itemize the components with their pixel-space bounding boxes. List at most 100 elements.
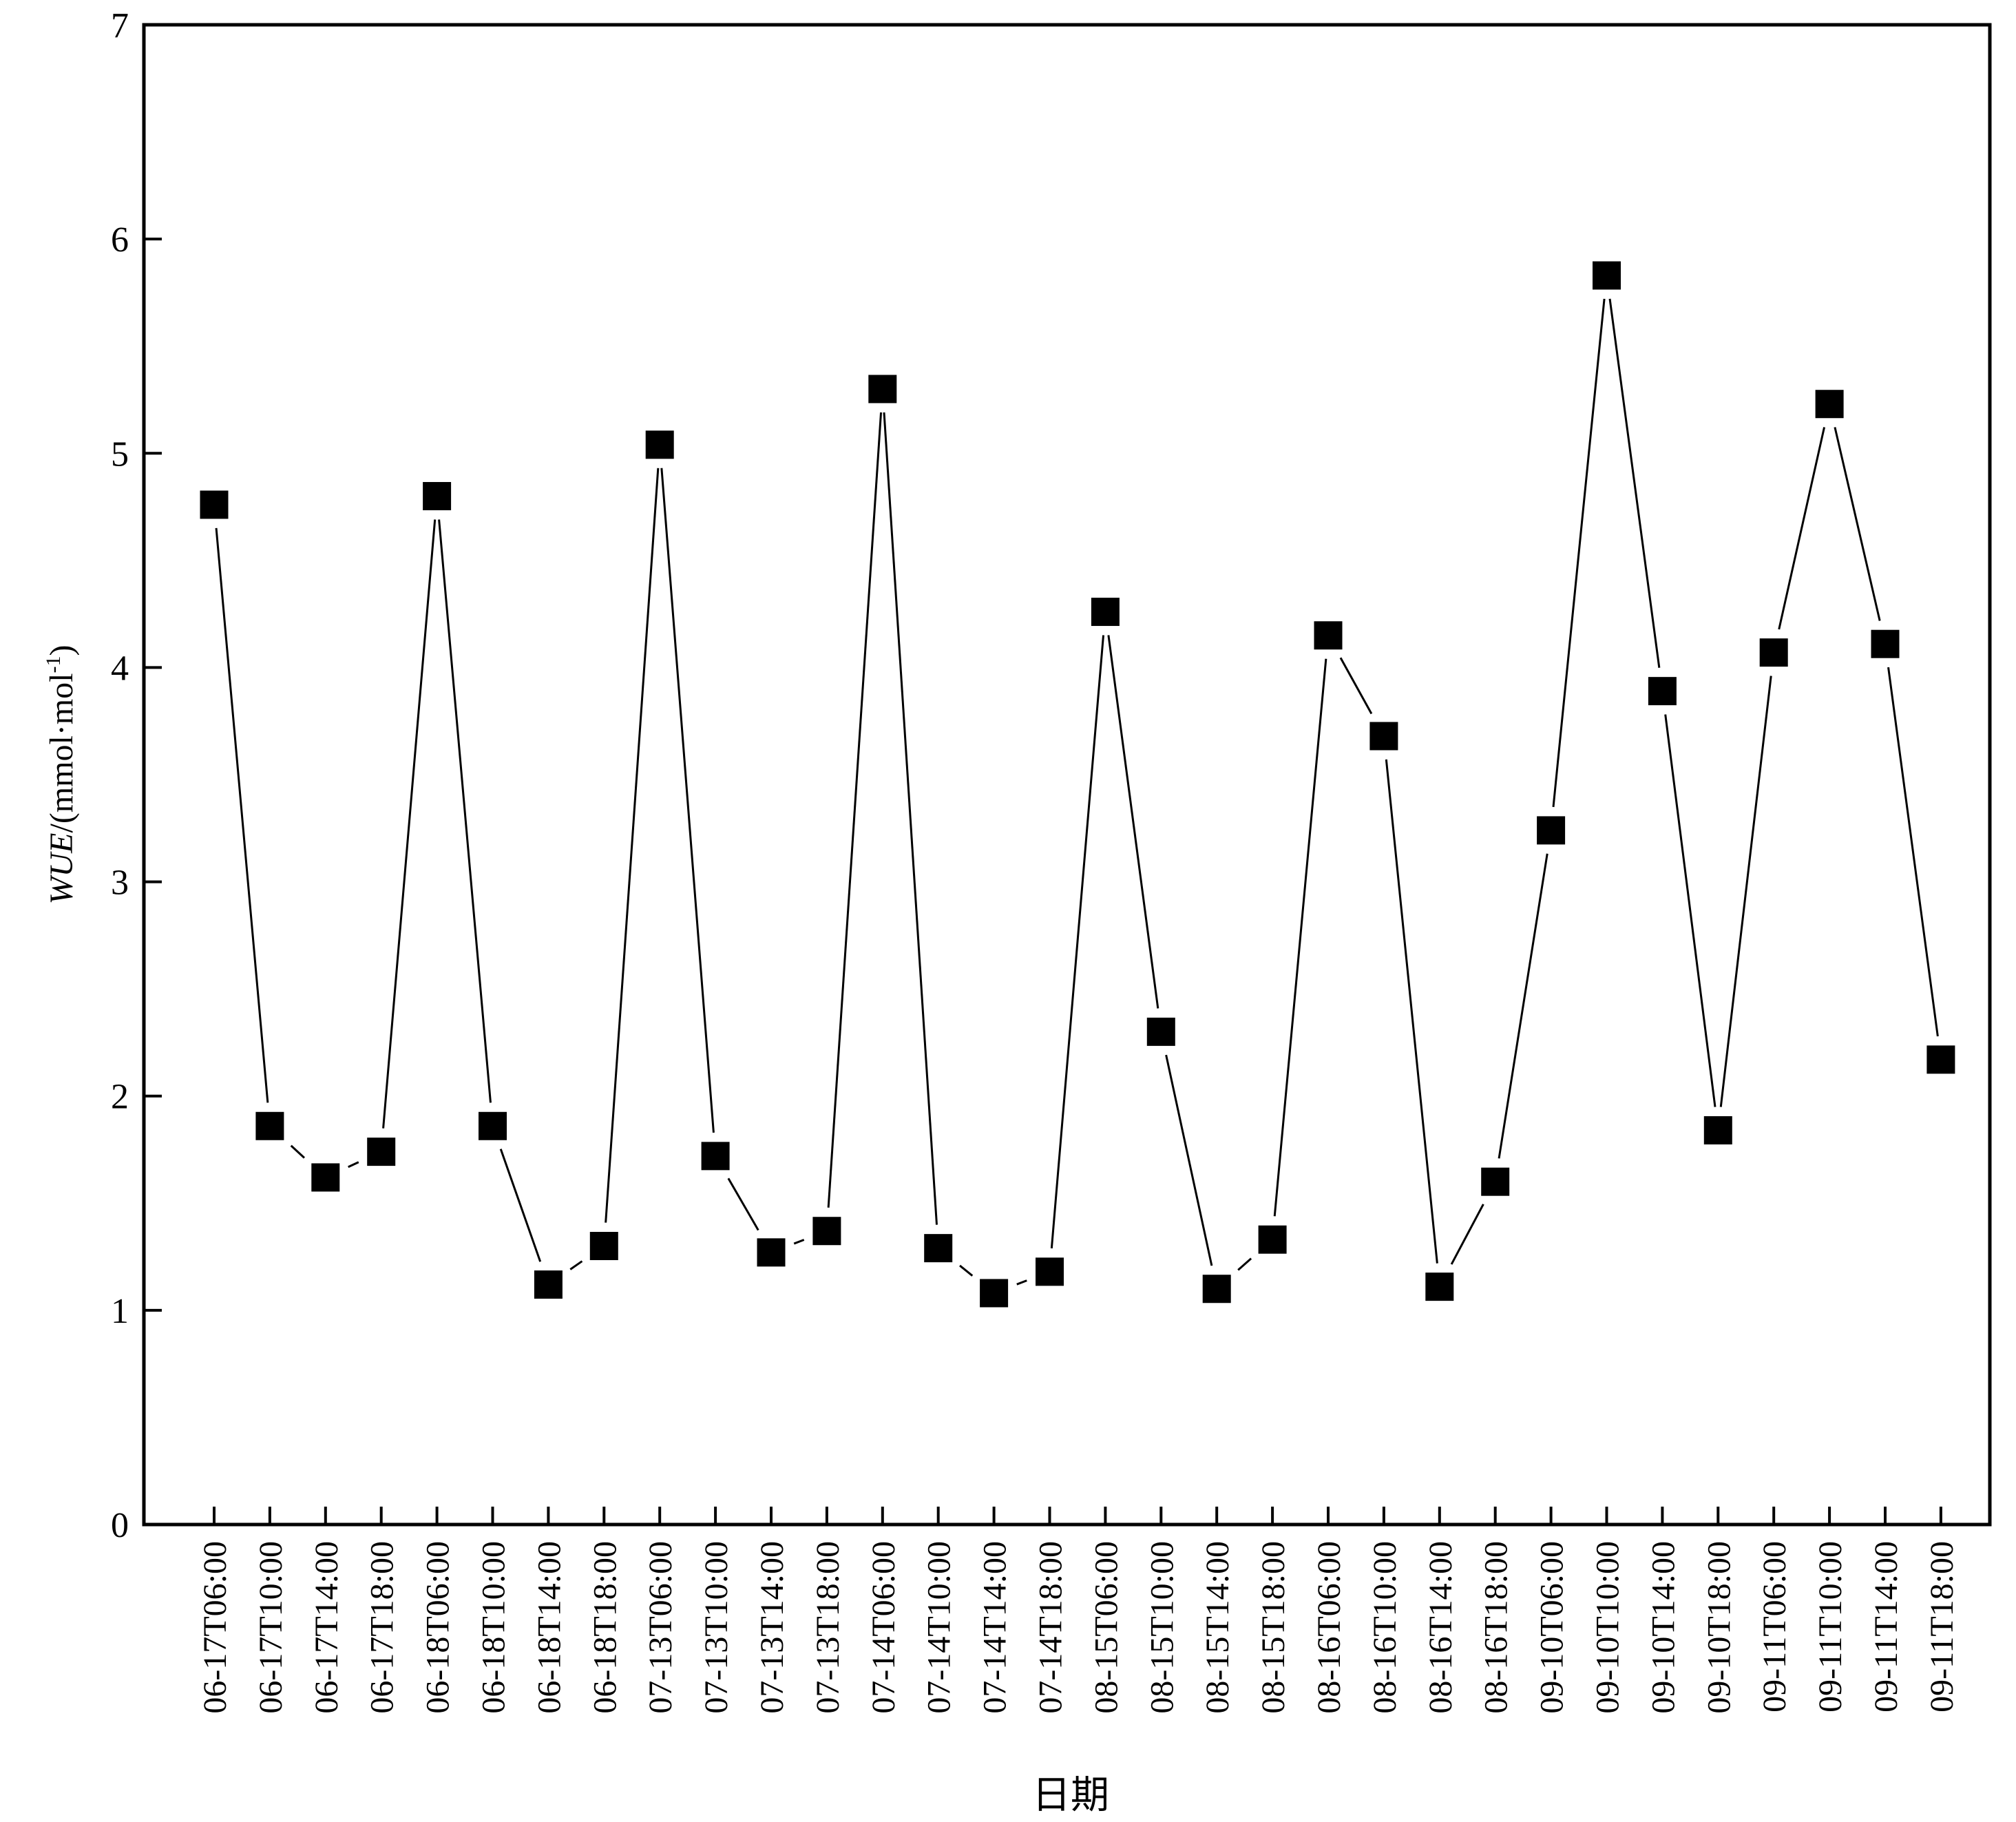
series-line-segment bbox=[569, 1260, 583, 1270]
series-line-segment bbox=[1608, 298, 1661, 668]
series-line-segment bbox=[215, 527, 269, 1103]
y-axis-ticks bbox=[144, 23, 162, 1526]
y-tick-label: 3 bbox=[111, 863, 129, 903]
x-tick-label: 06-18T18:00 bbox=[587, 1541, 623, 1714]
x-tick-label: 06-17T14:00 bbox=[308, 1541, 345, 1714]
y-axis-tick-labels: 0 1 2 3 4 5 6 7 bbox=[111, 6, 129, 1545]
data-point-marker bbox=[1701, 1113, 1734, 1146]
x-tick-label: 07-14T10:00 bbox=[921, 1541, 958, 1714]
series-line-segment bbox=[1834, 427, 1881, 621]
data-point-marker bbox=[1590, 259, 1623, 292]
data-point-marker bbox=[866, 373, 899, 406]
x-tick-label: 09-10T18:00 bbox=[1701, 1541, 1737, 1714]
data-point-marker bbox=[978, 1277, 1011, 1310]
y-axis-title-superscript: -1 bbox=[42, 656, 65, 673]
series-line-segment bbox=[348, 1161, 359, 1169]
data-point-marker bbox=[1089, 596, 1122, 629]
series-line-segment bbox=[605, 468, 660, 1223]
series-line-segment bbox=[1165, 1054, 1213, 1266]
x-tick-label: 06-18T10:00 bbox=[476, 1541, 512, 1714]
series-line-segment bbox=[290, 1144, 305, 1159]
series-line-segment bbox=[660, 468, 715, 1133]
data-point-marker bbox=[1256, 1223, 1289, 1256]
data-point-marker bbox=[476, 1109, 509, 1142]
data-point-marker bbox=[643, 428, 676, 461]
x-tick-label: 08-16T10:00 bbox=[1367, 1541, 1403, 1714]
series-line-segment bbox=[1273, 658, 1327, 1217]
data-point-marker bbox=[1869, 627, 1902, 660]
x-tick-label: 06-17T18:00 bbox=[364, 1541, 401, 1714]
data-point-marker bbox=[1033, 1255, 1066, 1288]
data-point-marker bbox=[810, 1215, 843, 1248]
plot-frame bbox=[142, 23, 1992, 1527]
series-line-segment bbox=[1050, 635, 1105, 1249]
data-point-marker bbox=[1535, 814, 1568, 847]
data-point-marker bbox=[1367, 720, 1400, 753]
series-line-segment bbox=[1016, 1279, 1027, 1286]
series-markers bbox=[198, 259, 1957, 1310]
data-point-marker bbox=[1200, 1273, 1233, 1306]
y-tick-label: 0 bbox=[111, 1506, 129, 1545]
series-line-segment bbox=[1498, 853, 1548, 1159]
data-point-marker bbox=[253, 1109, 286, 1142]
x-tick-label: 07-14T14:00 bbox=[977, 1541, 1014, 1714]
series-line-segment bbox=[382, 519, 437, 1129]
x-tick-label: 07-13T10:00 bbox=[698, 1541, 735, 1714]
y-tick-label: 6 bbox=[111, 220, 129, 260]
x-tick-label: 07-13T18:00 bbox=[810, 1541, 846, 1714]
series-line-segment bbox=[1719, 676, 1772, 1107]
series-line-segments bbox=[215, 298, 1939, 1286]
data-point-marker bbox=[699, 1140, 732, 1173]
series-line-segment bbox=[883, 412, 938, 1225]
data-point-marker bbox=[1924, 1043, 1957, 1076]
series-line-segment bbox=[1385, 759, 1438, 1264]
x-tick-label: 08-15T10:00 bbox=[1144, 1541, 1180, 1714]
data-point-marker bbox=[421, 480, 454, 513]
x-tick-label: 08-16T06:00 bbox=[1311, 1541, 1347, 1714]
data-point-marker bbox=[1646, 675, 1679, 708]
x-tick-label: 09-10T14:00 bbox=[1645, 1541, 1681, 1714]
series-line-segment bbox=[1339, 657, 1373, 715]
data-point-marker bbox=[922, 1232, 955, 1265]
series-line-segment bbox=[1552, 298, 1606, 808]
x-tick-label: 08-16T14:00 bbox=[1422, 1541, 1459, 1714]
data-point-marker bbox=[532, 1268, 565, 1301]
x-tick-label: 06-17T06:00 bbox=[197, 1541, 233, 1714]
y-axis-title-variable: WUE bbox=[43, 833, 80, 905]
series-line-segment bbox=[1237, 1257, 1252, 1271]
x-tick-label: 09-11T10:00 bbox=[1812, 1541, 1849, 1713]
x-tick-label: 06-18T14:00 bbox=[531, 1541, 567, 1714]
x-tick-label: 09-10T10:00 bbox=[1590, 1541, 1626, 1714]
x-axis-title: 日期 bbox=[1032, 1774, 1109, 1817]
data-point-marker bbox=[1312, 619, 1345, 652]
data-point-marker bbox=[1479, 1165, 1512, 1198]
x-tick-label: 07-13T06:00 bbox=[642, 1541, 679, 1714]
x-tick-label: 07-14T06:00 bbox=[865, 1541, 902, 1714]
x-tick-label: 09-11T06:00 bbox=[1756, 1541, 1793, 1713]
x-tick-label: 08-16T18:00 bbox=[1478, 1541, 1515, 1714]
y-axis-title-unit: /(mmol·mol bbox=[43, 673, 80, 833]
x-tick-label: 08-15T18:00 bbox=[1255, 1541, 1292, 1714]
series-line-segment bbox=[1778, 427, 1826, 630]
x-tick-label: 08-15T06:00 bbox=[1088, 1541, 1124, 1714]
data-point-marker bbox=[365, 1135, 398, 1169]
series-line-segment bbox=[438, 519, 492, 1103]
x-tick-label: 09-11T14:00 bbox=[1868, 1541, 1904, 1713]
y-tick-label: 7 bbox=[111, 6, 129, 45]
y-tick-label: 1 bbox=[111, 1292, 129, 1331]
series-line-segment bbox=[499, 1149, 542, 1262]
data-point-marker bbox=[587, 1230, 620, 1263]
x-tick-label: 06-17T10:00 bbox=[253, 1541, 289, 1714]
y-axis-title: WUE/(mmol·mol-1) bbox=[42, 645, 80, 905]
x-tick-label: 09-11T18:00 bbox=[1924, 1541, 1960, 1713]
data-point-marker bbox=[1423, 1270, 1456, 1303]
y-tick-label: 5 bbox=[111, 434, 129, 474]
x-axis-tick-labels: 06-17T06:00 06-17T10:00 06-17T14:00 06-17T1… bbox=[197, 1541, 1960, 1714]
series-line-segment bbox=[727, 1177, 759, 1231]
data-point-marker bbox=[1813, 388, 1846, 421]
series-line-segment bbox=[959, 1264, 974, 1277]
x-tick-label: 07-14T18:00 bbox=[1033, 1541, 1069, 1714]
x-axis-ticks bbox=[213, 1507, 1942, 1525]
data-point-marker bbox=[309, 1161, 342, 1194]
